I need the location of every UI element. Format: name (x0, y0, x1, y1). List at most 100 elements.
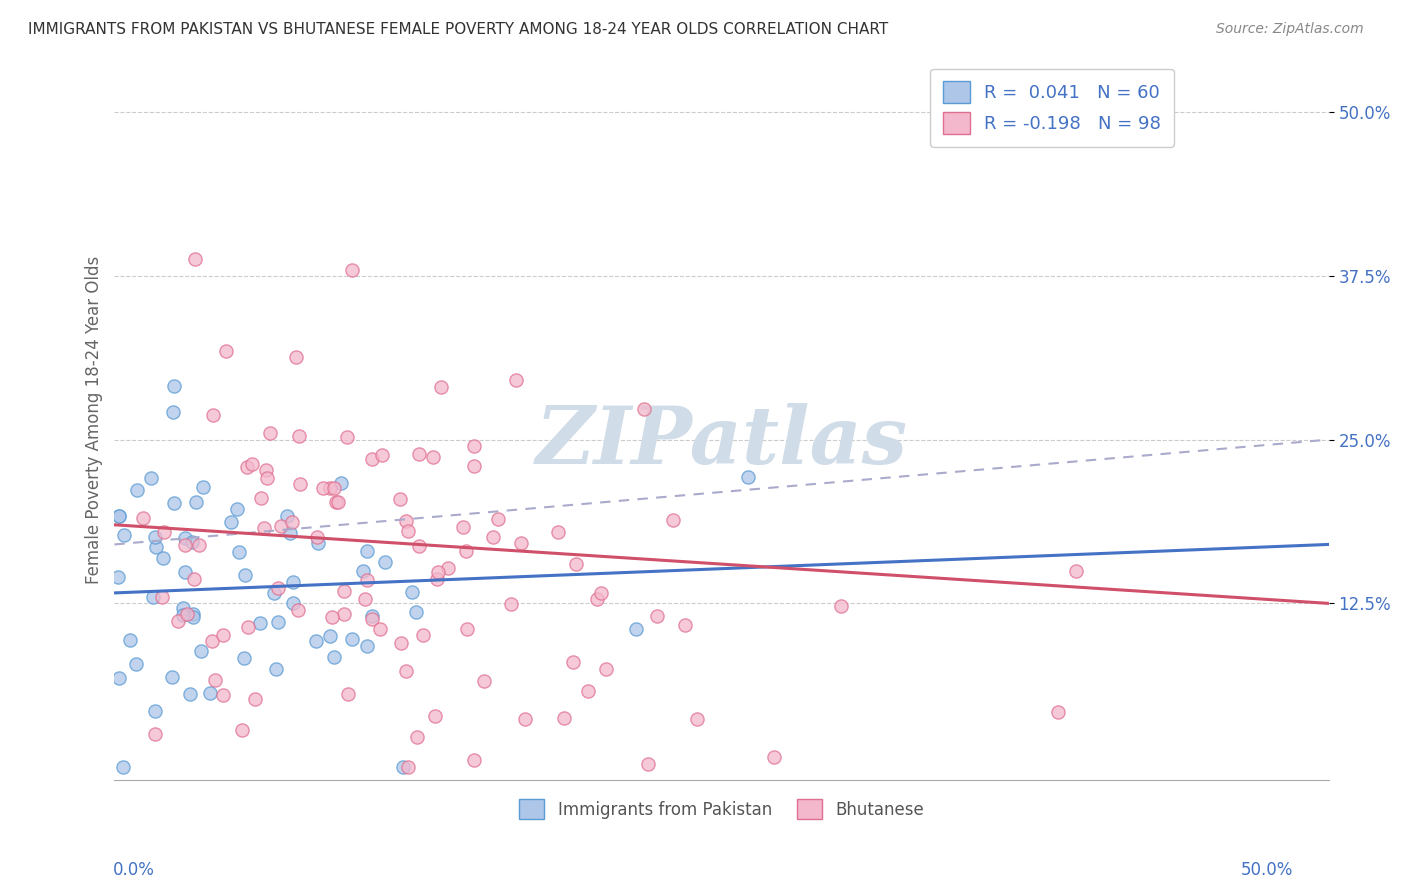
Point (204, 673, 226, 688)
Point (624, 622, 647, 636)
Point (174, 565, 197, 579)
Point (762, 750, 785, 764)
Point (190, 644, 212, 658)
Point (132, 511, 155, 525)
Point (356, 640, 378, 654)
Point (830, 599, 852, 613)
Point (176, 607, 198, 621)
Point (323, 650, 346, 665)
Point (267, 615, 290, 629)
Point (565, 558, 588, 572)
Point (108, 508, 131, 523)
Point (307, 530, 329, 544)
Legend: Immigrants from Pakistan, Bhutanese: Immigrants from Pakistan, Bhutanese (513, 792, 931, 826)
Point (280, 526, 302, 541)
Point (737, 470, 759, 484)
Point (162, 670, 184, 684)
Point (422, 450, 444, 464)
Point (108, 672, 131, 686)
Point (249, 615, 271, 630)
Point (125, 483, 148, 497)
Point (412, 628, 434, 642)
Point (152, 550, 174, 565)
Point (201, 634, 224, 648)
Point (193, 480, 215, 494)
Point (254, 463, 277, 477)
Point (430, 380, 453, 394)
Point (125, 657, 148, 671)
Y-axis label: Female Poverty Among 18-24 Year Olds: Female Poverty Among 18-24 Year Olds (86, 256, 103, 584)
Point (264, 662, 287, 676)
Point (389, 636, 412, 650)
Point (391, 760, 413, 774)
Point (180, 534, 202, 549)
Text: IMMIGRANTS FROM PAKISTAN VS BHUTANESE FEMALE POVERTY AMONG 18-24 YEAR OLDS CORRE: IMMIGRANTS FROM PAKISTAN VS BHUTANESE FE… (28, 22, 889, 37)
Point (321, 609, 343, 624)
Point (352, 565, 374, 579)
Point (162, 405, 184, 419)
Text: ZIPatlas: ZIPatlas (536, 403, 908, 480)
Point (243, 692, 266, 706)
Point (463, 439, 485, 453)
Point (270, 519, 292, 533)
Point (305, 633, 328, 648)
Point (249, 491, 271, 505)
Point (307, 536, 329, 550)
Point (553, 710, 575, 724)
Point (336, 430, 359, 444)
Point (353, 592, 375, 607)
Point (226, 502, 249, 516)
Point (1064, 564, 1087, 578)
Point (395, 514, 418, 528)
Point (153, 524, 176, 539)
Point (633, 401, 655, 416)
Point (374, 555, 396, 569)
Point (361, 609, 384, 624)
Point (586, 591, 609, 606)
Point (179, 687, 201, 701)
Point (499, 598, 522, 612)
Point (284, 351, 307, 365)
Point (236, 459, 259, 474)
Point (686, 712, 709, 726)
Point (163, 379, 186, 393)
Point (340, 632, 363, 647)
Point (253, 521, 276, 535)
Point (150, 590, 173, 604)
Point (405, 730, 427, 744)
Point (312, 481, 335, 495)
Point (389, 491, 412, 506)
Point (107, 570, 129, 584)
Point (336, 687, 359, 701)
Point (325, 495, 347, 509)
Point (589, 586, 612, 600)
Point (186, 495, 208, 509)
Point (288, 429, 311, 443)
Point (332, 583, 354, 598)
Point (472, 673, 495, 688)
Point (482, 530, 505, 544)
Point (595, 662, 617, 676)
Point (645, 608, 668, 623)
Point (318, 629, 340, 643)
Text: Source: ZipAtlas.com: Source: ZipAtlas.com (1216, 22, 1364, 37)
Point (211, 688, 233, 702)
Point (181, 607, 204, 621)
Point (112, 528, 135, 542)
Point (181, 610, 204, 624)
Point (326, 495, 349, 509)
Point (370, 448, 392, 462)
Point (329, 475, 352, 490)
Point (112, 760, 135, 774)
Point (172, 600, 194, 615)
Point (426, 566, 449, 580)
Point (547, 524, 569, 539)
Point (143, 530, 166, 544)
Point (167, 614, 190, 628)
Point (240, 457, 263, 471)
Point (108, 508, 131, 523)
Point (456, 622, 478, 636)
Point (437, 560, 460, 574)
Point (259, 425, 281, 440)
Point (488, 512, 510, 526)
